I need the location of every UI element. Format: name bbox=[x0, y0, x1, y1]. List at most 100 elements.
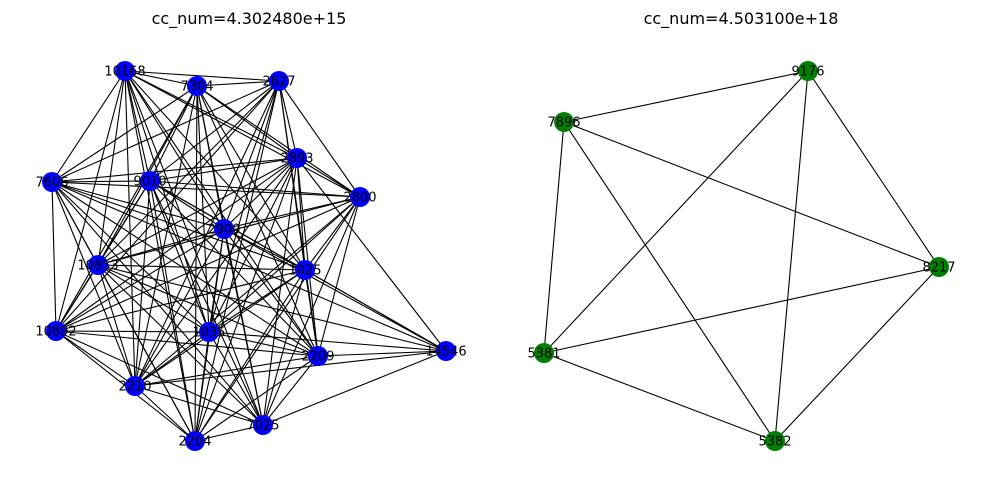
graph-node-label: 2204 bbox=[178, 435, 211, 450]
graph-node-label: 2800 bbox=[343, 191, 376, 206]
graph-node: 2900 bbox=[207, 219, 241, 239]
graph-edge bbox=[97, 157, 298, 266]
graph-node-marker bbox=[287, 148, 307, 168]
graph-edge bbox=[194, 424, 264, 442]
graph-node: 1025 bbox=[288, 260, 322, 280]
graph-edge bbox=[97, 264, 210, 333]
graph-edge bbox=[124, 70, 298, 159]
graph-edge bbox=[51, 181, 306, 271]
graph-edge bbox=[296, 157, 361, 198]
graph-edge bbox=[149, 157, 298, 182]
graph-node: 7304 bbox=[180, 76, 214, 96]
graph-node-marker bbox=[187, 76, 207, 96]
graph-edge bbox=[149, 180, 264, 426]
graph-node-label: 14546 bbox=[425, 345, 466, 360]
graph-edge bbox=[208, 331, 264, 426]
graph-edge bbox=[51, 181, 264, 426]
graph-node-marker bbox=[88, 255, 108, 275]
graph-edge bbox=[55, 228, 225, 332]
graph-edge bbox=[134, 350, 447, 387]
graph-node-marker bbox=[350, 187, 370, 207]
graph-edge bbox=[196, 85, 361, 198]
graph-edge bbox=[124, 70, 136, 387]
graph-edge bbox=[51, 157, 298, 183]
panel-right: cc_num=4.503100e+18 9176 7896 8217 5381 5382 bbox=[527, 9, 956, 451]
panel-right-title: cc_num=4.503100e+18 bbox=[644, 9, 839, 29]
graph-edge bbox=[51, 80, 280, 183]
graph-edge bbox=[97, 228, 225, 266]
graph-edge bbox=[223, 228, 264, 426]
graph-node: 2800 bbox=[343, 187, 377, 207]
graph-node: 2204 bbox=[178, 431, 212, 451]
graph-node-marker bbox=[125, 376, 145, 396]
graph-node: 9010 bbox=[133, 171, 167, 191]
graph-edge bbox=[55, 264, 99, 332]
graph-node-label: 2627 bbox=[262, 75, 295, 90]
graph-edge bbox=[51, 180, 151, 183]
graph-node: 7896 bbox=[547, 112, 581, 132]
graph-edge bbox=[208, 196, 361, 333]
graph-edge bbox=[278, 80, 361, 198]
graph-node-marker bbox=[253, 415, 273, 435]
graph-edge bbox=[97, 264, 306, 271]
graph-edge bbox=[55, 330, 319, 357]
graph-edge bbox=[208, 331, 319, 357]
graph-edge bbox=[149, 180, 196, 442]
graph-edge bbox=[124, 70, 225, 230]
graph-node-marker bbox=[199, 322, 219, 342]
graph-edge bbox=[97, 264, 136, 387]
graph-edge bbox=[223, 157, 298, 230]
graph-edge bbox=[262, 157, 298, 426]
graph-edge bbox=[563, 121, 776, 442]
graph-edge bbox=[51, 181, 57, 332]
graph-edge bbox=[149, 180, 225, 230]
graph-edge bbox=[55, 85, 198, 332]
graph-node-marker bbox=[295, 260, 315, 280]
graph-edge bbox=[55, 80, 280, 332]
graph-edge bbox=[55, 330, 210, 333]
graph-node-label: 9176 bbox=[791, 65, 824, 80]
graph-edge bbox=[262, 350, 447, 426]
graph-edge bbox=[51, 85, 198, 183]
graph-edge bbox=[774, 70, 809, 442]
graph-edge bbox=[51, 181, 225, 230]
graph-edge bbox=[194, 269, 306, 442]
graph-node-label: 5381 bbox=[527, 347, 560, 362]
graph-node-label: 2900 bbox=[207, 223, 240, 238]
graph-edge bbox=[134, 157, 298, 387]
graph-node-label: 1025 bbox=[288, 264, 321, 279]
graph-edge bbox=[134, 385, 264, 426]
graph-node: 2209 bbox=[301, 346, 335, 366]
graph-edge bbox=[134, 385, 196, 442]
graph-node-label: 2210 bbox=[118, 380, 151, 395]
graph-edge bbox=[124, 70, 361, 198]
graph-edge bbox=[97, 70, 126, 266]
graph-edge bbox=[55, 269, 306, 332]
panel-left: cc_num=4.302480e+15 10168 7304 2627 7606 901… bbox=[35, 9, 467, 451]
graph-edge bbox=[124, 70, 264, 426]
graph-edge bbox=[51, 181, 447, 352]
graph-edge bbox=[194, 196, 361, 442]
graph-node-marker bbox=[534, 343, 554, 363]
graph-edge bbox=[134, 196, 361, 387]
graph-edge bbox=[194, 331, 210, 442]
panel-left-nodes: 10168 7304 2627 7606 9010 2893 2800 2900 10853 10… bbox=[35, 61, 467, 451]
graph-edge bbox=[774, 266, 940, 442]
graph-edge bbox=[296, 157, 306, 271]
graph-edge bbox=[317, 350, 447, 357]
graph-edge bbox=[97, 80, 280, 266]
panel-right-edges bbox=[543, 70, 940, 442]
graph-node: 9176 bbox=[791, 61, 825, 81]
graph-edge bbox=[278, 80, 298, 159]
graph-node-marker bbox=[46, 321, 66, 341]
graph-node: 10892 bbox=[35, 321, 77, 341]
graph-edge bbox=[296, 157, 447, 352]
graph-node-label: 10892 bbox=[35, 325, 76, 340]
graph-edge bbox=[51, 181, 136, 387]
graph-edge bbox=[134, 269, 306, 387]
panel-right-nodes: 9176 7896 8217 5381 5382 bbox=[527, 61, 956, 451]
graph-node-marker bbox=[185, 431, 205, 451]
graph-edge bbox=[55, 330, 264, 426]
graph-edge bbox=[97, 264, 264, 426]
